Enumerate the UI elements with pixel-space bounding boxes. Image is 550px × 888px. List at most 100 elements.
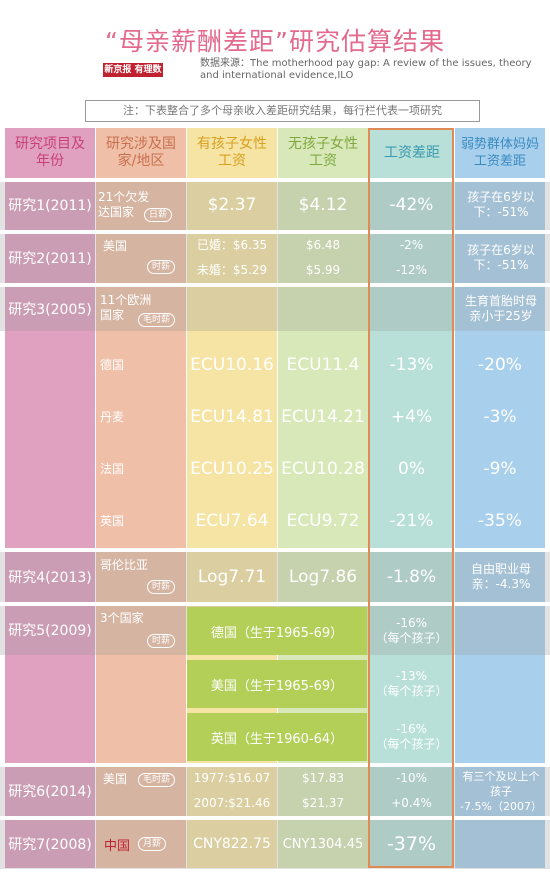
gap-column-highlight [368, 128, 454, 868]
stripe-r3 [0, 286, 550, 331]
study-label: 研究6(2014) [8, 784, 92, 800]
weak-gap: 有三个及以上个孩子 -7.5%（2007） [460, 769, 542, 813]
header-study: 研究项目及年份 [15, 136, 85, 169]
mom-wage: ECU10.25 [190, 459, 274, 479]
wage-gap: 0% [398, 459, 425, 479]
wage-gap: -37% [386, 833, 437, 855]
stripe-r2 [0, 233, 550, 283]
pay-type-badge: 时薪 [147, 260, 176, 274]
wage-gap-value: -13% [395, 669, 427, 683]
cohort-box: 英国（生于1960-64） [187, 713, 367, 761]
nonmom-wage: $5.99 [305, 263, 341, 277]
source-text: 数据来源：The motherhood pay gap: A review of… [200, 58, 532, 81]
row-separator [0, 230, 550, 234]
logo: 新京报 有理数 [103, 63, 163, 77]
study-label: 研究2(2011) [8, 251, 92, 267]
row-separator [0, 602, 550, 606]
pay-type-badge: 毛时薪 [138, 313, 176, 327]
stripe-r6 [0, 766, 550, 816]
nonmom-wage: $6.48 [305, 238, 341, 252]
pay-type-badge: 毛时薪 [138, 773, 176, 787]
row-separator [0, 763, 550, 767]
wage-gap: +0.4% [391, 796, 432, 810]
region-name: 中国 [103, 838, 130, 854]
study-label: 研究3(2005) [8, 301, 92, 318]
header-mom: 有孩子女性工资 [197, 136, 267, 169]
region-name: 美国 [102, 771, 127, 786]
wage-gap-note: （每个孩子） [375, 737, 448, 751]
header-weak: 弱势群体妈妈工资差距 [460, 137, 539, 169]
nonmom-wage: ECU11.4 [286, 355, 360, 375]
wage-gap: -13% [389, 355, 434, 375]
stripe-r4 [0, 552, 550, 602]
region-name: 法国 [100, 461, 125, 476]
wage-gap-value: -16% [395, 722, 427, 736]
wage-gap-value: -16% [395, 616, 427, 630]
study-label: 研究1(2011) [8, 198, 92, 214]
col-bg-gap [369, 128, 454, 868]
page-title: “母亲薪酬差距”研究估算结果 [105, 27, 445, 56]
wage-gap: -16% （每个孩子） [369, 607, 454, 655]
row-separator [0, 178, 550, 182]
pay-type-badge: 时薪 [147, 580, 176, 594]
row-separator [0, 283, 550, 287]
region-name: 德国 [100, 357, 125, 372]
weak-gap: -35% [478, 511, 522, 531]
header-region: 研究涉及国家/地区 [106, 136, 176, 169]
weak-gap: -3% [483, 407, 517, 427]
nonmom-wage: $17.83 [302, 771, 344, 785]
wage-gap: -13% （每个孩子） [369, 660, 454, 708]
wage-gap: -16% （每个孩子） [369, 713, 454, 761]
weak-gap: 孩子在6岁以下：-51% [467, 243, 535, 272]
nonmom-wage: $21.37 [302, 796, 344, 810]
col-bg-region [96, 128, 186, 868]
wage-gap: +4% [390, 407, 433, 427]
row-separator [0, 816, 550, 820]
mom-wage: 2007:$21.46 [193, 796, 271, 810]
wage-gap: -12% [395, 263, 427, 277]
nonmom-wage: ECU14.21 [281, 407, 365, 427]
nonmom-wage: ECU10.28 [281, 459, 365, 479]
stripe-r7 [0, 819, 550, 869]
pay-type-badge: 月薪 [138, 837, 167, 851]
nonmom-wage: Log7.86 [288, 567, 358, 587]
weak-gap: 生育首胎时母亲小于25岁 [464, 293, 537, 323]
mom-wage: 未婚：$5.29 [196, 263, 268, 277]
region-name: 11个欧洲国家 [100, 293, 152, 322]
weak-gap: 自由职业母亲：-4.3% [470, 562, 531, 591]
cohort-box: 德国（生于1965-69） [187, 607, 367, 655]
region-label: 21个欠发达国家 [98, 180, 186, 230]
weak-gap: -20% [478, 355, 522, 375]
note-text: 注：下表整合了多个母亲收入差距研究结果，每行栏代表一项研究 [85, 100, 480, 122]
pay-type-badge: 时薪 [147, 634, 176, 648]
weak-gap: 孩子在6岁以下：-51% [467, 190, 535, 219]
header-gap: 工资差距 [384, 144, 440, 161]
wage-gap: -21% [389, 511, 434, 531]
header-nonmom: 无孩子女性工资 [288, 136, 358, 169]
nonmom-wage: CNY1304.45 [282, 836, 364, 852]
wage-gap: -1.8% [386, 567, 437, 587]
study-label: 研究5(2009) [8, 623, 92, 639]
mom-wage: ECU10.16 [190, 355, 274, 375]
cohort-box: 美国（生于1965-69） [187, 660, 367, 708]
col-bg-study [5, 128, 95, 868]
nonmom-wage: ECU9.72 [286, 511, 360, 531]
region-name: 英国 [100, 513, 125, 528]
mom-wage: 已婚：$6.35 [196, 238, 268, 252]
pay-type-badge: 日薪 [144, 208, 173, 222]
region-name: 丹麦 [100, 409, 125, 424]
col-bg-weak [455, 128, 545, 868]
weak-gap: -9% [483, 459, 517, 479]
wage-gap: -42% [389, 195, 434, 215]
mom-wage: $2.37 [207, 195, 257, 215]
row-separator [0, 548, 550, 552]
region-name: 3个国家 [100, 610, 144, 625]
mom-wage: ECU7.64 [195, 511, 269, 531]
mom-wage: 1977:$16.07 [193, 771, 271, 785]
mom-wage: CNY822.75 [193, 836, 271, 852]
mom-wage: ECU14.81 [190, 407, 274, 427]
wage-gap-note: （每个孩子） [375, 631, 448, 645]
region-name: 美国 [102, 238, 127, 253]
wage-gap: -2% [399, 238, 424, 252]
wage-gap-note: （每个孩子） [375, 684, 448, 698]
